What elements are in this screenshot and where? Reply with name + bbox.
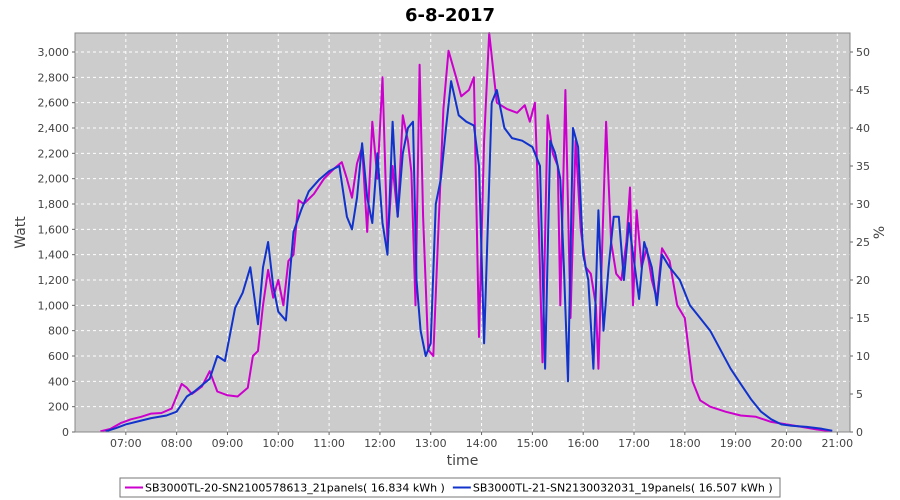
x-tick-label: 20:00: [771, 437, 803, 450]
y-axis-label: Watt: [13, 216, 29, 249]
y2-tick-label: 25: [856, 236, 870, 249]
y2-tick-label: 15: [856, 312, 870, 325]
plot-border: [74, 32, 851, 433]
y-tick-label: 2,000: [38, 173, 70, 186]
x-tick-label: 19:00: [720, 437, 752, 450]
x-tick-label: 07:00: [110, 437, 142, 450]
x-tick-label: 11:00: [313, 437, 345, 450]
grid: [75, 33, 850, 433]
y-tick-label: 600: [48, 350, 69, 363]
legend: SB3000TL-20-SN2100578613_21panels( 16.83…: [119, 477, 781, 498]
x-tick-label: 10:00: [262, 437, 294, 450]
y-tick-label: 800: [48, 325, 69, 338]
legend-entry-2: SB3000TL-21-SN2130032031_19panels( 16.50…: [473, 482, 773, 495]
y-tick-label: 1,800: [38, 198, 70, 211]
y-tick-label: 1,600: [38, 223, 70, 236]
x-tick-label: 21:00: [821, 437, 853, 450]
y2-tick-label: 5: [856, 388, 863, 401]
y2-tick-label: 40: [856, 122, 870, 135]
x-axis-label: time: [447, 453, 479, 469]
plot-area: [75, 33, 850, 432]
x-tick-label: 09:00: [212, 437, 244, 450]
y2-tick-label: 50: [856, 46, 870, 59]
x-tick-label: 14:00: [466, 437, 498, 450]
y-tick-label: 400: [48, 375, 69, 388]
legend-entry-1: SB3000TL-20-SN2100578613_21panels( 16.83…: [145, 482, 445, 495]
legend-box: [119, 477, 781, 498]
series-layer: [100, 32, 833, 433]
y-tick-label: 2,800: [38, 71, 70, 84]
x-tick-label: 16:00: [567, 437, 599, 450]
y2-tick-label: 10: [856, 350, 870, 363]
y2-tick-label: 20: [856, 274, 870, 287]
y2-tick-label: 45: [856, 84, 870, 97]
series-line-2: [105, 80, 833, 433]
y-tick-label: 200: [48, 401, 69, 414]
y2-axis-label: %: [872, 226, 888, 239]
y-tick-label: 1,400: [38, 249, 70, 262]
y-tick-label: 2,600: [38, 97, 70, 110]
chart-title: 6-8-2017: [405, 5, 495, 26]
x-tick-label: 17:00: [618, 437, 650, 450]
y-tick-label: 1,000: [38, 299, 70, 312]
axes: 02004006008001,0001,2001,4001,6001,8002,…: [38, 46, 871, 450]
y-tick-label: 2,200: [38, 147, 70, 160]
y-tick-label: 0: [62, 426, 69, 439]
y2-tick-label: 0: [856, 426, 863, 439]
x-tick-label: 15:00: [517, 437, 549, 450]
y-tick-label: 2,400: [38, 122, 70, 135]
y2-tick-label: 30: [856, 198, 870, 211]
x-tick-label: 08:00: [161, 437, 193, 450]
y-tick-label: 3,000: [38, 46, 70, 59]
y-tick-label: 1,200: [38, 274, 70, 287]
x-tick-label: 18:00: [669, 437, 701, 450]
x-tick-label: 12:00: [364, 437, 396, 450]
x-tick-label: 13:00: [415, 437, 447, 450]
y2-tick-label: 35: [856, 160, 870, 173]
